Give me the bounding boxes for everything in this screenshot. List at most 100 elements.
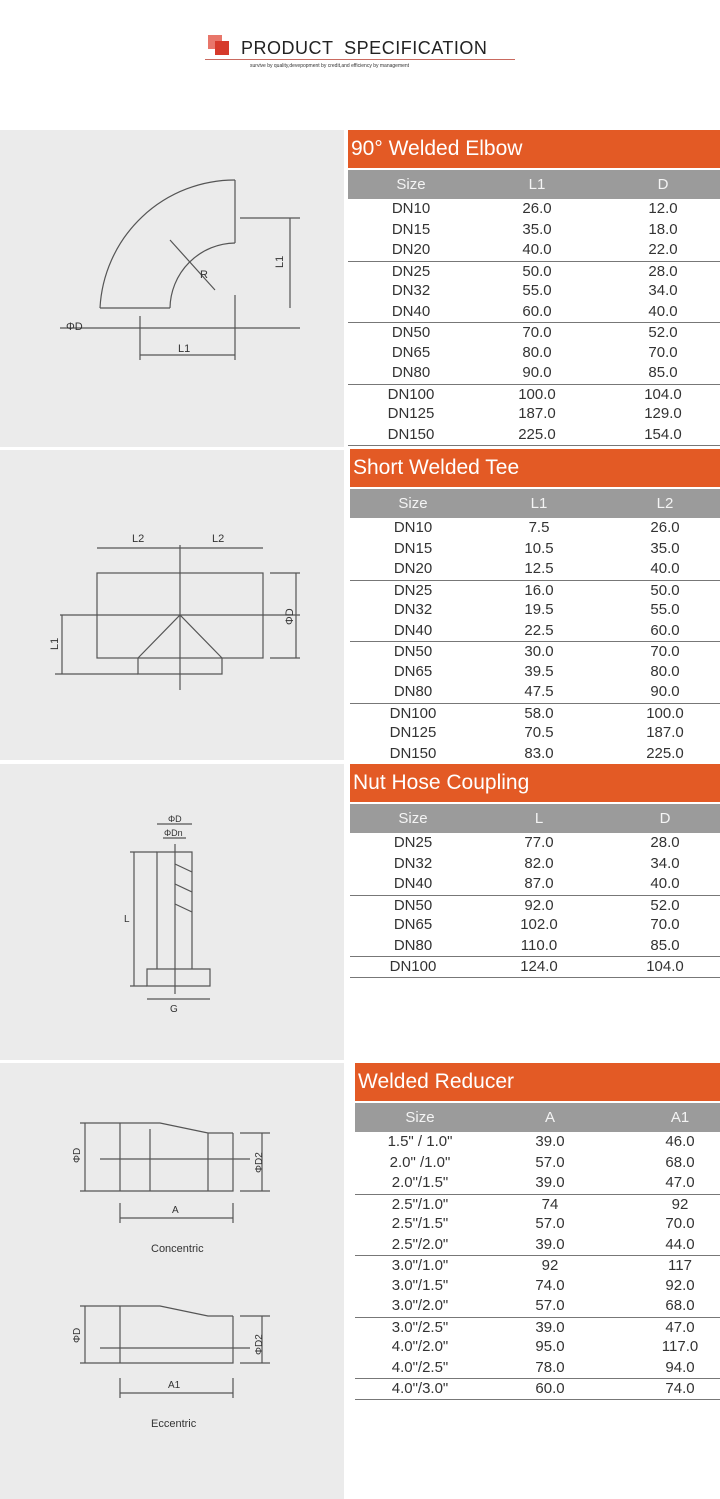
table-row: 3.0"/2.5"39.047.076 bbox=[355, 1316, 720, 1338]
table-row: DN15 10.5 35.0 bbox=[350, 539, 720, 560]
table-cell: 94.0 bbox=[665, 1358, 695, 1376]
table-row: DN150 83.0 225.0 bbox=[350, 744, 720, 765]
table-cell: DN15 bbox=[391, 220, 431, 238]
table-cell: DN150 bbox=[387, 425, 435, 443]
elbow-diagram-panel: ΦD L1 L1 R bbox=[0, 130, 344, 447]
table-row: 3.0"/2.0"57.068.076 bbox=[355, 1296, 720, 1317]
table-cell: 40.0 bbox=[522, 241, 552, 258]
table-row: 4.0"/2.5"78.094.010 bbox=[355, 1358, 720, 1379]
elbow-diagram: ΦD L1 L1 R bbox=[60, 179, 300, 360]
table-cell: DN80 bbox=[393, 683, 433, 700]
column-header: Size bbox=[398, 495, 428, 512]
header-title: PRODUCT SPECIFICATION bbox=[241, 38, 488, 58]
table-row: DN100 58.0 100.0 bbox=[350, 702, 720, 724]
table-row: 2.5"/1.5"57.070.063 bbox=[355, 1214, 720, 1235]
table-cell: DN125 bbox=[387, 405, 435, 422]
table-row: DN20 40.0 22.0 bbox=[348, 240, 720, 261]
table-cell: 225.0 bbox=[518, 425, 556, 443]
table-cell: 39.0 bbox=[535, 1235, 565, 1253]
table-row: DN25 16.0 50.0 bbox=[350, 579, 720, 601]
tee-header-row: Size L1 L2 bbox=[350, 489, 720, 518]
table-cell: 68.0 bbox=[665, 1297, 695, 1314]
table-cell: 4.0"/2.0" bbox=[391, 1338, 449, 1355]
table-cell: 90.0 bbox=[650, 683, 680, 700]
table-cell: 92 bbox=[541, 1257, 559, 1274]
table-cell: 2.5"/1.0" bbox=[391, 1195, 449, 1213]
table-cell: 44.0 bbox=[665, 1235, 695, 1253]
table-row: 1.5" / 1.0"39.046.038 bbox=[355, 1132, 720, 1153]
tee-l2-right-label: L2 bbox=[212, 533, 224, 545]
table-cell: 39.0 bbox=[535, 1133, 565, 1150]
table-bottom-rule bbox=[348, 445, 720, 446]
table-cell: 104.0 bbox=[646, 958, 684, 975]
table-row: DN125 70.5 187.0 bbox=[350, 723, 720, 744]
table-cell: 47.0 bbox=[665, 1318, 695, 1336]
header-subtitle: survive by quality,devepopment by credit… bbox=[250, 63, 410, 69]
table-cell: 68.0 bbox=[665, 1153, 695, 1171]
table-cell: 100.0 bbox=[646, 704, 684, 722]
concentric-caption: Concentric bbox=[151, 1243, 204, 1255]
tee-l2-left-label: L2 bbox=[132, 533, 144, 545]
eccentric-caption: Eccentric bbox=[151, 1418, 197, 1430]
table-cell: 117.0 bbox=[661, 1338, 699, 1355]
table-cell: 35.0 bbox=[650, 539, 680, 557]
nut-header-row: Size L D bbox=[350, 804, 720, 833]
column-header: L bbox=[534, 810, 544, 827]
table-cell: 57.0 bbox=[535, 1297, 565, 1314]
table-row: DN15 35.0 18.0 bbox=[348, 220, 720, 241]
table-cell: 77.0 bbox=[524, 834, 554, 851]
table-cell: 34.0 bbox=[650, 854, 680, 872]
table-cell: 1.5" / 1.0" bbox=[387, 1133, 453, 1150]
reducer-diagram: ΦD ΦD2 A Concentric ΦD ΦD2 A1 Eccentric bbox=[72, 1122, 270, 1430]
page-header: PRODUCT SPECIFICATION survive by quality… bbox=[205, 33, 515, 73]
table-cell: 52.0 bbox=[648, 324, 678, 341]
table-cell: 28.0 bbox=[648, 262, 678, 280]
table-cell: DN100 bbox=[389, 958, 437, 975]
column-header: D bbox=[657, 176, 669, 193]
table-cell: 2.5"/2.0" bbox=[391, 1235, 449, 1253]
table-cell: DN25 bbox=[393, 581, 433, 599]
table-cell: 85.0 bbox=[648, 364, 678, 381]
table-cell: DN100 bbox=[389, 704, 437, 722]
table-row: DN40 60.0 40.0 bbox=[348, 302, 720, 323]
table-cell: 7.5 bbox=[528, 519, 550, 536]
table-cell: DN50 bbox=[393, 643, 433, 660]
table-cell: 52.0 bbox=[650, 896, 680, 914]
table-cell: 117 bbox=[668, 1257, 692, 1274]
table-cell: 129.0 bbox=[644, 405, 682, 422]
table-row: 2.0"/1.5"39.047.050 bbox=[355, 1173, 720, 1194]
table-cell: 19.5 bbox=[524, 601, 554, 618]
table-row: DN100 100.0 104.0 bbox=[348, 383, 720, 405]
table-cell: DN125 bbox=[389, 724, 437, 741]
table-cell: DN15 bbox=[393, 539, 433, 557]
table-row: 2.5"/2.0"39.044.063 bbox=[355, 1235, 720, 1256]
table-cell: DN10 bbox=[393, 519, 433, 536]
nut-diagram-panel: ΦD ΦDn L G bbox=[0, 764, 344, 1060]
tee-d-label: ΦD bbox=[284, 608, 296, 625]
table-row: 3.0"/1.0"9211776 bbox=[355, 1255, 720, 1276]
table-cell: DN100 bbox=[387, 385, 435, 403]
column-header: L1 bbox=[530, 495, 548, 512]
table-cell: DN40 bbox=[393, 875, 433, 892]
nut-l-label: L bbox=[124, 914, 130, 925]
table-cell: DN32 bbox=[391, 282, 431, 299]
table-row: DN65 39.5 80.0 bbox=[350, 662, 720, 683]
table-row: DN32 19.5 55.0 bbox=[350, 600, 720, 621]
table-cell: DN32 bbox=[393, 601, 433, 618]
table-cell: 2.0"/1.5" bbox=[391, 1174, 449, 1191]
table-row: DN40 87.0 40.0 bbox=[350, 874, 720, 895]
table-cell: DN80 bbox=[391, 364, 431, 381]
table-cell: 78.0 bbox=[535, 1358, 565, 1376]
table-cell: 154.0 bbox=[644, 425, 682, 443]
table-cell: DN32 bbox=[393, 854, 433, 872]
table-row: DN150 225.0 154.0 bbox=[348, 425, 720, 446]
table-cell: DN65 bbox=[393, 662, 433, 680]
table-cell: 35.0 bbox=[522, 220, 552, 238]
tee-table: Short Welded Tee Size L1 L2 DN10 7.5 26.0 DN15 1… bbox=[350, 449, 720, 765]
table-cell: DN150 bbox=[389, 744, 437, 762]
table-cell: 187.0 bbox=[646, 724, 684, 741]
table-cell: 50.0 bbox=[522, 262, 552, 280]
table-row: DN25 77.0 28.0 bbox=[350, 833, 720, 854]
table-cell: 102.0 bbox=[520, 916, 558, 933]
table-cell: 80.0 bbox=[522, 343, 552, 361]
